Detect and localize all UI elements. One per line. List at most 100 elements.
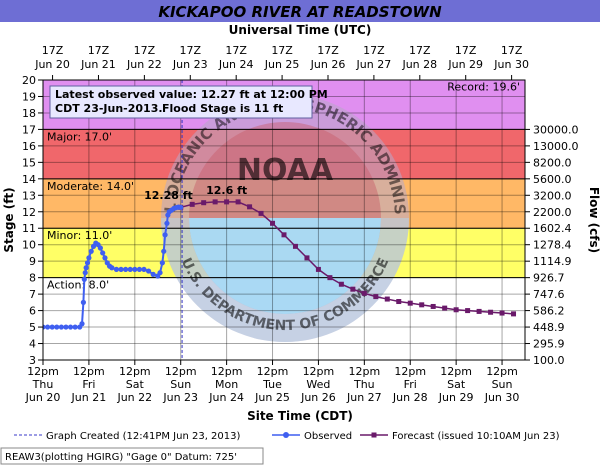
forecast-point (465, 308, 471, 314)
x-tick-day: Thu (353, 378, 375, 391)
x-tick-day: Wed (306, 378, 330, 391)
forecast-point (442, 305, 448, 311)
footer-box (0, 447, 264, 465)
footer-datum: REAW3(plotting HGIRG) "Gage 0" Datum: 72… (5, 452, 237, 463)
top-tick-time: 17Z (363, 44, 385, 57)
top-tick-time: 17Z (180, 44, 202, 57)
top-axis-title: Universal Time (UTC) (229, 23, 372, 37)
x-tick-day: Fri (82, 378, 95, 391)
flow-tick-label: 747.6 (533, 288, 565, 301)
observed-point (162, 232, 168, 238)
flow-axis-title: Flow (cfs) (587, 187, 600, 253)
observed-point (127, 266, 133, 273)
forecast-point (499, 310, 505, 316)
top-tick-date: Jun 29 (447, 58, 483, 71)
label-record: Record: 19.6' (447, 81, 520, 94)
observed-point (145, 268, 152, 274)
flow-tick-label: 2200.0 (533, 206, 572, 219)
x-tick-date: Jun 25 (254, 391, 290, 404)
top-tick-time: 17Z (134, 44, 156, 57)
x-tick-day: Sun (492, 378, 513, 391)
title-bar (0, 0, 600, 22)
y-tick-label: 3 (29, 354, 36, 367)
x-tick-time: 12pm (73, 365, 105, 378)
chart-title: KICKAPOO RIVER AT READSTOWN (158, 3, 442, 21)
label-action: Action: 8.0' (47, 279, 109, 292)
y-tick-label: 5 (29, 321, 36, 334)
x-tick-date: Jun 24 (208, 391, 244, 404)
observed-point (164, 220, 170, 226)
top-tick-time: 17Z (317, 44, 339, 57)
observed-point (79, 321, 85, 327)
x-tick-day: Thu (32, 378, 54, 391)
legend: Graph Created (12:41PM Jun 23, 2013) Obs… (14, 431, 560, 442)
x-tick-date: Jun 28 (392, 391, 428, 404)
observed-point (118, 266, 124, 273)
observed-point (100, 250, 106, 256)
x-tick-day: Sat (126, 378, 145, 391)
y-tick-label: 20 (22, 74, 36, 87)
label-major: Major: 17.0' (47, 130, 112, 143)
forecast-point (453, 307, 459, 313)
forecast-point (350, 286, 356, 292)
observed-point (136, 266, 142, 273)
flow-tick-label: 295.9 (533, 338, 565, 351)
forecast-point (258, 210, 264, 216)
observed-point (43, 324, 46, 330)
forecast-point (384, 296, 390, 302)
x-tick-date: Jun 22 (116, 391, 152, 404)
observed-point (84, 260, 91, 266)
top-tick-date: Jun 30 (493, 58, 529, 71)
observed-point (150, 271, 156, 277)
flow-tick-label: 586.2 (533, 305, 565, 318)
peak-annotations: 12.28 ft 12.6 ft (144, 184, 247, 202)
observed-point (44, 324, 51, 330)
forecast-point (247, 204, 253, 210)
latest-value-box: Latest observed value: 12.27 ft at 12:00… (49, 85, 328, 119)
x-tick-day: Mon (215, 378, 238, 391)
x-tick-time: 12pm (303, 365, 335, 378)
flood-category-labels: Record: 19.6' Major: 17.0' Moderate: 14.0'… (47, 81, 520, 292)
forecast-point (201, 200, 207, 206)
x-tick-date: Jun 27 (346, 391, 382, 404)
y-tick-label: 4 (29, 338, 36, 351)
observed-point (58, 324, 64, 330)
observed-point (67, 324, 74, 330)
top-tick-time: 17Z (271, 44, 293, 57)
top-tick-date: Jun 21 (80, 58, 116, 71)
forecast-point (212, 199, 218, 205)
y-tick-label: 8 (29, 272, 36, 285)
x-tick-time: 12pm (348, 365, 380, 378)
forecast-point (430, 303, 436, 309)
flow-tick-label: 1114.9 (533, 255, 572, 268)
flow-tick-label: 13000.0 (533, 140, 579, 153)
y-tick-label: 16 (22, 140, 36, 153)
top-tick-date: Jun 25 (264, 58, 300, 71)
flow-tick-label: 100.0 (533, 354, 565, 367)
flow-tick-label: 448.9 (533, 321, 565, 334)
y-axis-title: Stage (ft) (2, 187, 16, 252)
latest-value-line1: Latest observed value: 12.27 ft at 12:00… (55, 88, 328, 101)
x-tick-date: Jun 23 (162, 391, 198, 404)
x-tick-day: Fri (404, 378, 417, 391)
y-tick-label: 13 (22, 189, 36, 202)
legend-observed-label: Observed (304, 431, 352, 442)
top-tick-time: 17Z (455, 44, 477, 57)
label-moderate: Moderate: 14.0' (47, 180, 134, 193)
top-tick-time: 17Z (42, 44, 64, 57)
x-tick-time: 12pm (394, 365, 426, 378)
y-tick-label: 19 (22, 90, 36, 103)
observed-point (86, 255, 92, 261)
observed-point (102, 255, 108, 261)
latest-value-line2: CDT 23-Jun-2013. (55, 102, 163, 115)
legend-observed-marker (283, 432, 289, 438)
flow-tick-label: 1602.4 (533, 222, 572, 235)
top-tick-time: 17Z (88, 44, 110, 57)
y-tick-label: 12 (22, 206, 36, 219)
observed-point (132, 266, 138, 273)
flow-tick-label: 5600.0 (533, 173, 572, 186)
x-axis-title: Site Time (CDT) (247, 409, 353, 423)
observed-point (109, 265, 115, 271)
observed-point (54, 324, 60, 330)
observed-point (82, 270, 88, 276)
